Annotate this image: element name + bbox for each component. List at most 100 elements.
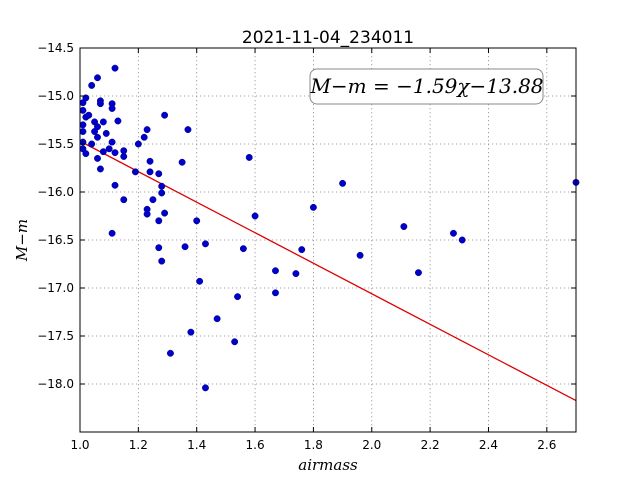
y-axis-label: M−m (13, 219, 31, 262)
data-point (298, 246, 306, 254)
chart-title: 2021-11-04_234011 (242, 28, 414, 48)
data-point (231, 338, 239, 346)
data-point (88, 81, 96, 89)
data-point (450, 229, 457, 237)
data-point (96, 165, 104, 173)
data-point (161, 209, 169, 217)
data-points (79, 64, 580, 392)
data-point (120, 196, 128, 204)
data-point (155, 244, 163, 252)
data-point (140, 133, 148, 141)
y-tick-label: −17.5 (37, 329, 74, 343)
data-point (158, 182, 166, 190)
data-point (213, 315, 221, 323)
x-axis-label: airmass (298, 456, 358, 474)
y-tick-label: −17.0 (37, 281, 74, 295)
x-tick-label: 2.2 (421, 438, 440, 452)
data-point (94, 123, 101, 131)
data-point (202, 384, 209, 392)
data-point (292, 270, 300, 278)
data-point (309, 203, 317, 211)
data-point (143, 126, 151, 134)
data-point (120, 147, 128, 155)
data-point (161, 111, 169, 119)
data-point (82, 150, 90, 158)
data-point (187, 328, 195, 336)
x-tick-label: 1.6 (246, 438, 265, 452)
data-point (414, 269, 422, 277)
x-tick-label: 1.0 (70, 438, 89, 452)
data-point (184, 126, 192, 134)
fit-equation-frame (309, 68, 544, 105)
data-point (79, 128, 87, 135)
data-point (158, 257, 166, 265)
fit-equation-box: M−m = −1.59χ−13.88 (309, 68, 544, 105)
data-point (111, 64, 119, 72)
data-point (94, 154, 101, 162)
x-tick-label: 1.2 (129, 438, 148, 452)
x-tick-label: 2.4 (479, 438, 498, 452)
x-tick-label: 2.0 (362, 438, 381, 452)
data-point (193, 217, 201, 225)
data-point (234, 293, 242, 301)
data-point (356, 251, 364, 259)
data-point (149, 196, 157, 204)
y-tick-label: −16.0 (37, 185, 74, 199)
data-point (99, 118, 107, 126)
fit-line-layer (79, 140, 577, 402)
data-point (181, 243, 189, 251)
y-tick-label: −15.5 (37, 137, 74, 151)
data-point (251, 212, 259, 220)
y-tick-label: −16.5 (37, 233, 74, 247)
x-tick-label: 1.4 (187, 438, 206, 452)
data-point (134, 140, 142, 148)
data-point (131, 168, 139, 176)
data-point (146, 168, 154, 176)
data-point (94, 74, 101, 82)
data-point (105, 145, 113, 153)
data-point (178, 158, 186, 166)
data-point (146, 157, 154, 165)
data-point (245, 153, 253, 161)
data-point (155, 170, 163, 178)
x-tick-label: 2.6 (537, 438, 556, 452)
data-point (155, 217, 163, 225)
y-tick-labels: −14.5 −15.0 −15.5 −16.0 −16.5 −17.0 −17.5 −18.0 (37, 41, 74, 391)
y-tick-label: −18.0 (37, 377, 74, 391)
data-point (400, 223, 408, 231)
y-tick-label: −15.0 (37, 89, 74, 103)
data-point (108, 229, 116, 237)
data-point (85, 111, 93, 119)
data-point (79, 106, 87, 114)
data-point (143, 210, 151, 218)
data-point (158, 189, 166, 197)
fit-line (79, 140, 577, 402)
data-point (458, 236, 466, 244)
data-point (108, 105, 116, 112)
data-point (114, 117, 122, 125)
data-point (111, 181, 119, 189)
data-point (111, 149, 119, 157)
data-point (88, 140, 96, 148)
x-tick-labels: 1.0 1.2 1.4 1.6 1.8 2.0 2.2 2.4 2.6 (70, 438, 556, 452)
data-point (96, 100, 104, 108)
data-point (102, 129, 110, 137)
data-point (196, 277, 204, 285)
y-tick-label: −14.5 (37, 41, 74, 55)
data-point (79, 121, 87, 129)
axis-ticks (79, 47, 576, 432)
grid-lines (79, 47, 576, 432)
data-point (339, 179, 347, 187)
data-point (239, 245, 247, 253)
data-point (120, 153, 128, 160)
data-point (108, 138, 116, 146)
data-point (94, 133, 101, 141)
data-point (202, 240, 209, 248)
fit-equation-text: M−m = −1.59χ−13.88 (309, 74, 543, 98)
x-tick-label: 1.8 (304, 438, 323, 452)
data-point (99, 148, 107, 156)
data-point (272, 267, 279, 275)
data-point (166, 349, 174, 357)
data-point (272, 289, 279, 297)
